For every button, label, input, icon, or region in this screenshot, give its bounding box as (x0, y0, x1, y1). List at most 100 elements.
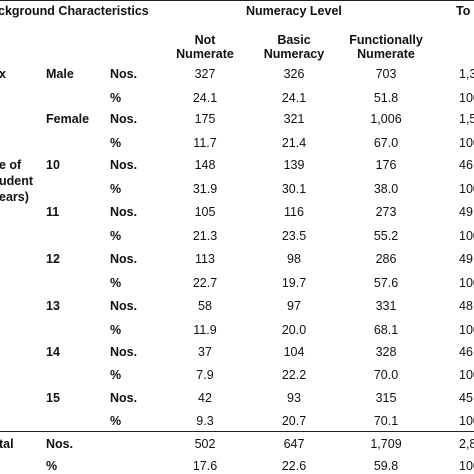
cell-not-numerate: 105 (194, 205, 216, 219)
cell-not-numerate: 21.3 (192, 229, 218, 243)
cell-total: 100 (459, 459, 474, 473)
cell-not-numerate: 24.1 (192, 91, 218, 105)
header-numeracy-level: Numeracy Level (246, 4, 342, 18)
row-unit: Nos. (110, 345, 138, 359)
cell-basic-numeracy: 20.7 (281, 414, 307, 428)
row-unit: % (110, 229, 122, 243)
cell-basic-numeracy: 326 (283, 67, 305, 81)
cell-basic-numeracy: 93 (287, 391, 301, 405)
cell-not-numerate: 327 (194, 67, 216, 81)
cell-total: 48 (459, 299, 473, 313)
cell-total: 1,5 (459, 112, 474, 126)
row-unit: Nos. (110, 158, 138, 172)
table-top-rule (0, 0, 474, 1)
cell-total: 2,8 (459, 437, 474, 451)
col-basic-numeracy-line1: Basic (277, 33, 311, 47)
cell-total: 100 (459, 276, 474, 290)
cell-functionally-numerate: 315 (375, 391, 397, 405)
row-group-label: Female (46, 112, 90, 126)
row-unit: % (110, 276, 122, 290)
row-unit: Nos. (46, 437, 74, 451)
cell-functionally-numerate: 51.8 (373, 91, 399, 105)
cell-total: 1,3 (459, 67, 474, 81)
cell-basic-numeracy: 139 (283, 158, 305, 172)
cell-not-numerate: 502 (194, 437, 216, 451)
total-separator-rule (0, 431, 474, 432)
cell-total: 45 (459, 391, 473, 405)
col-not-numerate-line1: Not (194, 33, 216, 47)
cell-not-numerate: 11.7 (193, 136, 217, 150)
col-not-numerate-line2: Numerate (176, 47, 234, 61)
group-age-line1: e of (0, 158, 22, 172)
row-unit: % (110, 91, 122, 105)
cell-not-numerate: 58 (198, 299, 212, 313)
cell-total: 46 (459, 158, 473, 172)
row-group-label: 12 (46, 252, 60, 266)
cell-not-numerate: 17.6 (192, 459, 218, 473)
cell-not-numerate: 11.9 (193, 323, 217, 337)
cell-basic-numeracy: 647 (283, 437, 305, 451)
cell-total: 100 (459, 91, 474, 105)
cell-functionally-numerate: 70.1 (373, 414, 399, 428)
cell-not-numerate: 22.7 (192, 276, 218, 290)
cell-basic-numeracy: 24.1 (281, 91, 307, 105)
cell-functionally-numerate: 59.8 (373, 459, 399, 473)
cell-basic-numeracy: 19.7 (281, 276, 307, 290)
row-unit: Nos. (110, 205, 138, 219)
cell-functionally-numerate: 273 (375, 205, 397, 219)
group-age-line3: ears) (0, 190, 29, 204)
cell-total: 100 (459, 368, 474, 382)
row-group-label: 11 (46, 205, 60, 219)
cell-basic-numeracy: 20.0 (281, 323, 307, 337)
row-unit: % (110, 414, 122, 428)
cell-not-numerate: 175 (194, 112, 216, 126)
cell-functionally-numerate: 286 (375, 252, 397, 266)
cell-not-numerate: 7.9 (196, 368, 214, 382)
cell-functionally-numerate: 70.0 (373, 368, 399, 382)
row-unit: % (110, 323, 122, 337)
cell-not-numerate: 37 (198, 345, 212, 359)
cell-not-numerate: 113 (195, 252, 215, 266)
col-functionally-numerate-line1: Functionally (349, 33, 423, 47)
cell-basic-numeracy: 321 (283, 112, 305, 126)
group-age-line2: udent (0, 174, 34, 188)
row-unit: Nos. (110, 252, 138, 266)
row-group-label: 13 (46, 299, 60, 313)
cell-basic-numeracy: 22.6 (281, 459, 307, 473)
cell-functionally-numerate: 176 (375, 158, 397, 172)
cell-basic-numeracy: 30.1 (281, 182, 307, 196)
cell-not-numerate: 9.3 (196, 414, 214, 428)
cell-basic-numeracy: 22.2 (281, 368, 307, 382)
row-group-label: 15 (46, 391, 60, 405)
group-total: tal (0, 437, 14, 451)
cell-total: 100 (459, 136, 474, 150)
col-functionally-numerate-line2: Numerate (357, 47, 415, 61)
cell-total: 49 (459, 252, 473, 266)
row-unit: Nos. (110, 299, 138, 313)
row-unit: % (110, 182, 122, 196)
cell-functionally-numerate: 328 (375, 345, 397, 359)
row-unit: % (46, 459, 58, 473)
cell-not-numerate: 31.9 (192, 182, 218, 196)
cell-functionally-numerate: 331 (375, 299, 397, 313)
cell-basic-numeracy: 116 (284, 205, 304, 219)
row-unit: Nos. (110, 67, 138, 81)
cell-total: 100 (459, 414, 474, 428)
row-unit: % (110, 368, 122, 382)
cell-total: 100 (459, 182, 474, 196)
row-unit: Nos. (110, 391, 138, 405)
cell-basic-numeracy: 98 (287, 252, 301, 266)
cell-functionally-numerate: 703 (375, 67, 397, 81)
row-group-label: Male (46, 67, 74, 81)
header-total: To (456, 4, 471, 18)
row-unit: Nos. (110, 112, 138, 126)
cell-not-numerate: 148 (194, 158, 216, 172)
cell-functionally-numerate: 1,709 (370, 437, 402, 451)
col-basic-numeracy-line2: Numeracy (263, 47, 325, 61)
cell-functionally-numerate: 1,006 (370, 112, 402, 126)
cell-total: 46 (459, 345, 473, 359)
group-sex: x (0, 67, 6, 81)
cell-functionally-numerate: 67.0 (373, 136, 399, 150)
cell-basic-numeracy: 104 (283, 345, 305, 359)
cell-functionally-numerate: 38.0 (373, 182, 399, 196)
